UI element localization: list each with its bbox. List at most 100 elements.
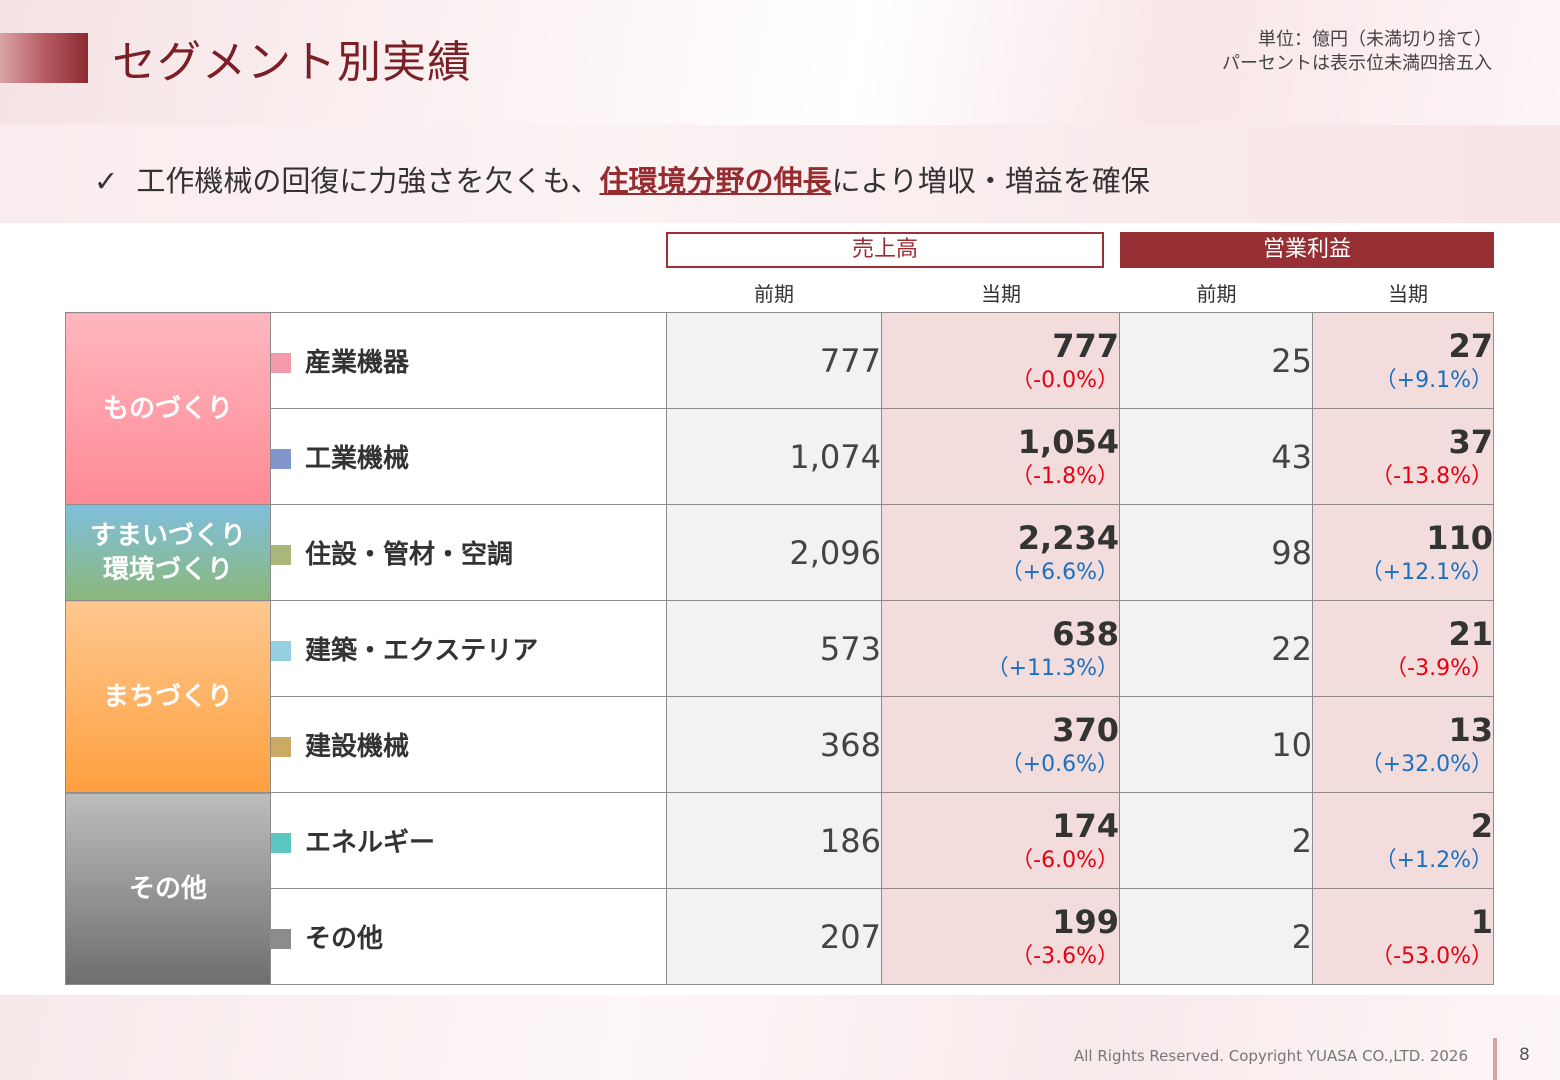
op-cur-cell: 2 （+1.2%） <box>1312 792 1494 889</box>
sales-prev-cell: 207 <box>666 888 882 985</box>
op-change-pct: （-13.8%） <box>1371 463 1493 489</box>
segment-name: エネルギー <box>305 828 436 858</box>
operating-profit-group-header: 営業利益 <box>1120 232 1494 268</box>
segment-name: その他 <box>305 924 384 954</box>
table-row: ものづくり 産業機器 777 777 （-0.0%） 25 27 （+9.1%） <box>65 312 1494 505</box>
table-row: その他 207 199 （-3.6%） 2 1 （-53.0%） <box>66 888 1494 985</box>
sales-cur-value: 370 <box>1052 710 1119 749</box>
segment-marker-icon <box>271 449 291 469</box>
segment-name: 産業機器 <box>305 348 410 378</box>
summary-statement: ✓ 工作機械の回復に力強さを欠くも、住環境分野の伸長により増収・増益を確保 <box>94 158 1150 200</box>
op-cur-cell: 13 （+32.0%） <box>1312 696 1494 793</box>
segment-name-cell: 産業機器 <box>270 312 667 409</box>
category-label: その他 <box>128 873 207 904</box>
table-row: すまいづくり 環境づくり 住設・管材・空調 2,096 2,234 （+6.6%）… <box>65 504 1494 601</box>
segment-name: 住設・管材・空調 <box>305 540 514 570</box>
segment-name: 建設機械 <box>305 732 410 762</box>
segment-name-cell: 工業機械 <box>270 408 667 505</box>
sales-prev-column-header: 前期 <box>754 282 794 306</box>
sales-change-pct: （-0.0%） <box>1011 367 1119 393</box>
sales-cur-cell: 1,054 （-1.8%） <box>881 408 1120 505</box>
op-change-pct: （+12.1%） <box>1360 559 1493 585</box>
sales-change-pct: （+0.6%） <box>1000 751 1119 777</box>
sales-prev-cell: 777 <box>666 312 882 409</box>
sales-cur-value: 2,234 <box>1017 518 1119 557</box>
sales-cur-value: 638 <box>1052 614 1119 653</box>
sales-change-pct: （+6.6%） <box>1000 559 1119 585</box>
summary-band <box>0 125 1560 223</box>
copyright-text: All Rights Reserved. Copyright YUASA CO.… <box>1073 1047 1468 1065</box>
segment-marker-icon <box>271 641 291 661</box>
sales-prev-cell: 368 <box>666 696 882 793</box>
op-change-pct: （-3.9%） <box>1385 655 1493 681</box>
op-change-pct: （+32.0%） <box>1360 751 1493 777</box>
category-cell-sumaizukuri: すまいづくり 環境づくり <box>65 504 271 601</box>
op-cur-cell: 37 （-13.8%） <box>1312 408 1494 505</box>
sales-change-pct: （-3.6%） <box>1011 943 1119 969</box>
sales-cur-value: 777 <box>1052 326 1119 365</box>
segment-marker-icon <box>271 929 291 949</box>
segment-name-cell: その他 <box>270 888 667 985</box>
segment-marker-icon <box>271 737 291 757</box>
sales-prev-cell: 186 <box>666 792 882 889</box>
unit-note-line2: パーセントは表示位未満四捨五入 <box>1222 53 1492 74</box>
unit-note: 単位：億円（未満切り捨て） パーセントは表示位未満四捨五入 <box>1222 28 1492 76</box>
op-cur-value: 2 <box>1470 806 1493 845</box>
op-change-pct: （+9.1%） <box>1374 367 1493 393</box>
sales-cur-cell: 174 （-6.0%） <box>881 792 1120 889</box>
category-cell-monozukuri: ものづくり <box>65 312 271 505</box>
segment-name-cell: 住設・管材・空調 <box>270 504 667 601</box>
sales-prev-cell: 573 <box>666 600 882 697</box>
segment-name-cell: 建設機械 <box>270 696 667 793</box>
op-prev-column-header: 前期 <box>1196 282 1237 306</box>
op-cur-value: 1 <box>1470 902 1493 941</box>
segment-name-cell: 建築・エクステリア <box>270 600 667 697</box>
category-label: すまいづくり <box>89 520 246 551</box>
op-prev-cell: 10 <box>1119 696 1313 793</box>
sales-prev-cell: 2,096 <box>666 504 882 601</box>
table-row: まちづくり 建築・エクステリア 573 638 （+11.3%） 22 21 （-3… <box>65 600 1494 793</box>
op-prev-cell: 43 <box>1119 408 1313 505</box>
segment-marker-icon <box>271 545 291 565</box>
sales-cur-column-header: 当期 <box>981 282 1021 306</box>
title-accent-bar <box>0 33 88 83</box>
table-row: その他 エネルギー 186 174 （-6.0%） 2 2 （+1.2%） <box>65 792 1494 985</box>
footer-divider <box>1493 1038 1497 1080</box>
op-cur-value: 21 <box>1448 614 1493 653</box>
sales-cur-cell: 777 （-0.0%） <box>881 312 1120 409</box>
segment-name: 工業機械 <box>305 444 410 474</box>
segment-marker-icon <box>271 353 291 373</box>
sales-change-pct: （+11.3%） <box>986 655 1119 681</box>
summary-text-before: 工作機械の回復に力強さを欠くも、 <box>136 164 600 198</box>
table-row: 工業機械 1,074 1,054 （-1.8%） 43 37 （-13.8%） <box>66 408 1494 505</box>
segment-results-table: ものづくり 産業機器 777 777 （-0.0%） 25 27 （+9.1%） 工… <box>65 312 1494 985</box>
op-cur-value: 13 <box>1448 710 1493 749</box>
category-cell-sonota: その他 <box>65 792 271 985</box>
unit-note-line1: 単位：億円（未満切り捨て） <box>1258 29 1492 50</box>
sales-cur-value: 199 <box>1052 902 1119 941</box>
sales-cur-cell: 199 （-3.6%） <box>881 888 1120 985</box>
op-prev-cell: 98 <box>1119 504 1313 601</box>
summary-text-after: により増収・増益を確保 <box>831 164 1150 198</box>
sales-cur-cell: 2,234 （+6.6%） <box>881 504 1120 601</box>
page-number: 8 <box>1519 1045 1530 1065</box>
sales-cur-cell: 638 （+11.3%） <box>881 600 1120 697</box>
segment-name-cell: エネルギー <box>270 792 667 889</box>
table-row: 建設機械 368 370 （+0.6%） 10 13 （+32.0%） <box>66 696 1494 793</box>
sales-group-header: 売上高 <box>666 232 1104 268</box>
sales-change-pct: （-6.0%） <box>1011 847 1119 873</box>
op-cur-value: 110 <box>1426 518 1493 557</box>
footer-background <box>0 995 1560 1080</box>
category-label-line2: 環境づくり <box>102 554 233 585</box>
header-background <box>0 0 1560 125</box>
sales-cur-value: 174 <box>1052 806 1119 845</box>
op-cur-cell: 27 （+9.1%） <box>1312 312 1494 409</box>
op-cur-value: 27 <box>1448 326 1493 365</box>
segment-marker-icon <box>271 833 291 853</box>
op-change-pct: （+1.2%） <box>1374 847 1493 873</box>
summary-highlight: 住環境分野の伸長 <box>599 164 832 198</box>
page-title: セグメント別実績 <box>112 37 472 88</box>
op-cur-cell: 21 （-3.9%） <box>1312 600 1494 697</box>
op-prev-cell: 25 <box>1119 312 1313 409</box>
sales-cur-value: 1,054 <box>1017 422 1119 461</box>
